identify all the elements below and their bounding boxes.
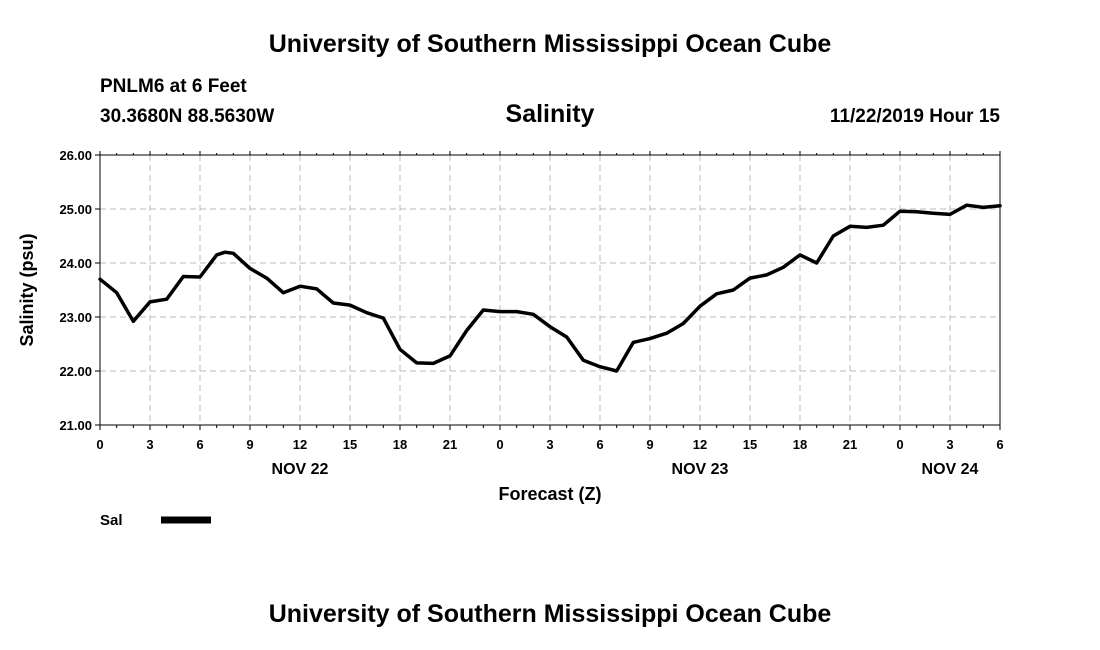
x-tick-label: 6 xyxy=(196,437,203,452)
date-label: NOV 24 xyxy=(922,461,979,478)
x-tick-label: 3 xyxy=(946,437,953,452)
x-tick-label: 15 xyxy=(743,437,757,452)
x-tick-label: 21 xyxy=(843,437,857,452)
y-tick-label: 24.00 xyxy=(59,256,92,271)
x-tick-label: 6 xyxy=(996,437,1003,452)
forecast-timestamp: 11/22/2019 Hour 15 xyxy=(829,106,1000,127)
y-axis-label: Salinity (psu) xyxy=(17,233,37,346)
x-tick-label: 9 xyxy=(646,437,653,452)
salinity-line xyxy=(98,203,1002,373)
x-tick-label: 21 xyxy=(443,437,457,452)
station-label: PNLM6 at 6 Feet xyxy=(100,76,247,97)
y-tick-label: 26.00 xyxy=(59,148,92,163)
x-tick-label: 18 xyxy=(393,437,407,452)
axis-ticks: 21.00 22.00 23.00 24.00 25.00 26.00 0 3 6 9 12 15 18… xyxy=(59,148,1003,478)
y-tick-label: 22.00 xyxy=(59,364,92,379)
y-tick-label: 25.00 xyxy=(59,202,92,217)
date-label: NOV 23 xyxy=(672,461,729,478)
x-tick-label: 12 xyxy=(293,437,307,452)
series-layer xyxy=(98,203,1002,373)
grid-lines xyxy=(100,155,1000,425)
coordinates-label: 30.3680N 88.5630W xyxy=(100,106,275,127)
y-tick-label: 23.00 xyxy=(59,310,92,325)
header-title: University of Southern Mississippi Ocean… xyxy=(268,30,832,58)
x-tick-label: 9 xyxy=(246,437,253,452)
x-tick-label: 0 xyxy=(96,437,103,452)
x-tick-label: 3 xyxy=(146,437,153,452)
legend-label: Sal xyxy=(100,512,123,529)
date-label: NOV 22 xyxy=(272,461,329,478)
x-tick-label: 0 xyxy=(496,437,503,452)
x-tick-label: 6 xyxy=(596,437,603,452)
footer-title: University of Southern Mississippi Ocean… xyxy=(268,600,832,628)
x-tick-label: 0 xyxy=(896,437,903,452)
y-tick-label: 21.00 xyxy=(59,418,92,433)
x-axis-label: Forecast (Z) xyxy=(498,484,601,504)
x-tick-label: 18 xyxy=(793,437,807,452)
chart-title: Salinity xyxy=(505,100,595,128)
x-tick-label: 12 xyxy=(693,437,707,452)
x-tick-label: 15 xyxy=(343,437,357,452)
x-tick-label: 3 xyxy=(546,437,553,452)
